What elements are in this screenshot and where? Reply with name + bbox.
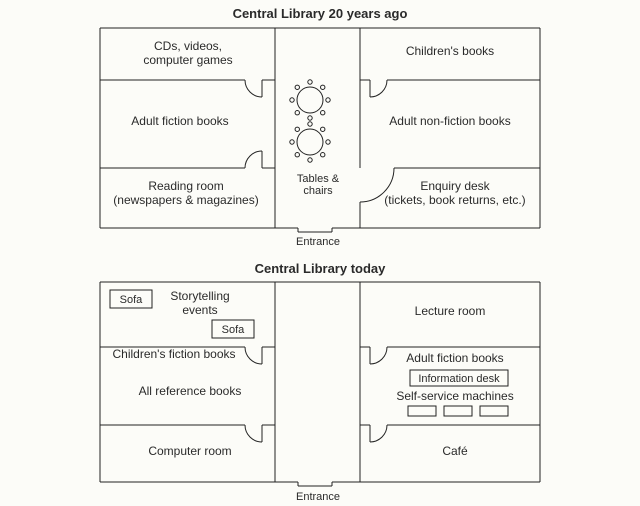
svg-text:Adult fiction books: Adult fiction books	[406, 351, 503, 365]
svg-text:(tickets, book returns, etc.): (tickets, book returns, etc.)	[384, 193, 525, 207]
svg-text:Children's fiction books: Children's fiction books	[112, 347, 235, 361]
room-selfsvc: Self-service machines	[396, 389, 513, 403]
svg-text:Children's books: Children's books	[406, 44, 494, 58]
svg-text:(newspapers & magazines): (newspapers & magazines)	[113, 193, 258, 207]
library-floorplans: Central Library 20 years ago Entrance CDs,…	[0, 0, 640, 506]
entrance-label: Entrance	[296, 491, 340, 503]
svg-text:Tables &: Tables &	[297, 173, 340, 185]
svg-text:Computer room: Computer room	[148, 444, 231, 458]
svg-text:All reference books: All reference books	[139, 384, 242, 398]
svg-text:Sofa: Sofa	[120, 294, 144, 306]
room-allref: All reference books	[139, 384, 242, 398]
svg-text:computer games: computer games	[143, 53, 232, 67]
svg-text:Sofa: Sofa	[222, 324, 246, 336]
plan-title: Central Library 20 years ago	[233, 6, 408, 21]
room-adultfic: Adult fiction books	[406, 351, 503, 365]
room-lecture: Lecture room	[415, 304, 486, 318]
plan-title: Central Library today	[255, 261, 387, 276]
room-adultnon: Adult non-fiction books	[389, 114, 510, 128]
svg-text:events: events	[182, 303, 217, 317]
background	[0, 0, 640, 506]
svg-text:Adult fiction books: Adult fiction books	[131, 114, 228, 128]
room-computer: Computer room	[148, 444, 231, 458]
svg-text:Enquiry desk: Enquiry desk	[420, 179, 490, 193]
room-children: Children's books	[406, 44, 494, 58]
svg-text:Information desk: Information desk	[418, 373, 500, 385]
room-cds: CDs, videos,computer games	[143, 39, 232, 67]
svg-text:Café: Café	[442, 444, 468, 458]
room-adultfic: Adult fiction books	[131, 114, 228, 128]
room-childfic: Children's fiction books	[112, 347, 235, 361]
svg-text:Adult non-fiction books: Adult non-fiction books	[389, 114, 510, 128]
svg-text:Storytelling: Storytelling	[170, 289, 229, 303]
room-cafe: Café	[442, 444, 468, 458]
svg-text:Self-service machines: Self-service machines	[396, 389, 513, 403]
svg-text:CDs, videos,: CDs, videos,	[154, 39, 222, 53]
svg-text:Lecture room: Lecture room	[415, 304, 486, 318]
svg-text:chairs: chairs	[303, 185, 333, 197]
information-desk: Information desk	[410, 370, 508, 386]
svg-text:Reading room: Reading room	[148, 179, 223, 193]
entrance-label: Entrance	[296, 236, 340, 248]
